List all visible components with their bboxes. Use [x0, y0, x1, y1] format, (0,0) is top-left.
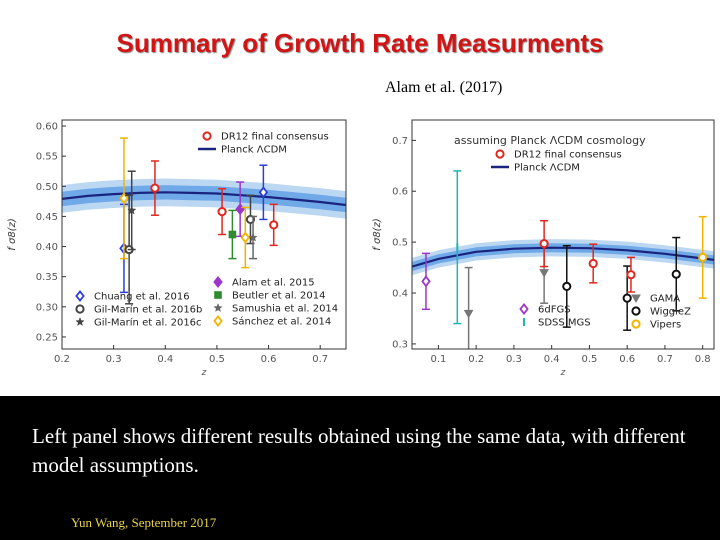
y-tick-label: 0.30 — [36, 302, 58, 313]
legend-bottom-right-marker — [213, 314, 223, 328]
slide-footer: Yun Wang, September 2017 — [71, 515, 217, 530]
legend-bottom-right-marker — [631, 294, 641, 304]
legend-bottom-right-label: Beutler et al. 2014 — [232, 291, 325, 302]
legend-bottom-right-marker — [213, 275, 223, 289]
x-tick-label: 0.5 — [581, 354, 597, 365]
data-point — [269, 220, 279, 230]
x-tick-label: 0.2 — [54, 354, 70, 365]
legend-bottom-left-marker — [523, 318, 525, 326]
legend-top-label: DR12 final consensus — [514, 150, 622, 161]
legend-bottom-left-marker — [75, 289, 85, 303]
legend-top-label: Planck ΛCDM — [514, 163, 580, 174]
y-tick-label: 0.4 — [392, 289, 408, 300]
data-point — [217, 207, 227, 217]
legend-bottom-left-label: Chuang et al. 2016 — [94, 292, 190, 303]
x-tick-label: 0.4 — [544, 354, 560, 365]
x-tick-label: 0.8 — [695, 354, 711, 365]
chart-annotation: assuming Planck ΛCDM cosmology — [454, 134, 646, 147]
y-tick-label: 0.25 — [36, 332, 58, 343]
data-point — [421, 275, 431, 288]
data-point — [539, 239, 549, 249]
model-line — [62, 191, 346, 207]
slide-title: Summary of Growth Rate Measurments — [116, 28, 604, 58]
data-point — [456, 243, 459, 252]
slide-caption: Left panel shows different results obtai… — [32, 424, 686, 477]
y-tick-label: 0.45 — [36, 212, 58, 223]
data-point — [150, 183, 160, 193]
plot-frame — [411, 119, 715, 350]
x-tick-label: 0.6 — [261, 354, 277, 365]
x-tick-label: 0.6 — [619, 354, 635, 365]
right-chart: 0.1 0.2 0.3 0.4 0.5 0.6 0.7 0.8 0.3 0.4 0.5 0.6 0.7 z… — [372, 119, 715, 378]
citation: Alam et al. (2017) — [385, 79, 503, 96]
data-point — [258, 186, 269, 199]
data-point — [622, 293, 632, 303]
y-tick-label: 0.3 — [392, 339, 408, 350]
legend-bottom-right-label: Vipers — [650, 320, 681, 331]
data-point — [671, 269, 681, 279]
plot-content — [412, 170, 714, 349]
x-tick-label: 0.3 — [106, 354, 122, 365]
legend-bottom-right-label: Alam et al. 2015 — [232, 278, 315, 289]
legend-bottom-left-label: SDSS MGS — [538, 318, 591, 329]
y-tick-label: 0.5 — [392, 238, 408, 249]
data-point — [119, 192, 129, 205]
model-band-1sigma — [62, 185, 346, 213]
left-chart: 0.2 0.3 0.4 0.5 0.6 0.7 0.25 0.30 0.35 0.40 0.45 0.… — [7, 119, 347, 378]
legend-bottom-right-label: Samushia et al. 2014 — [232, 304, 338, 315]
data-point — [626, 270, 636, 280]
y-tick-label: 0.6 — [392, 187, 408, 198]
legend-bottom-left-marker — [519, 302, 529, 316]
y-tick-label: 0.50 — [36, 182, 58, 193]
legend-bottom-right-label: Sánchez et al. 2014 — [232, 316, 331, 328]
data-point — [240, 231, 251, 244]
legend-top-marker — [202, 131, 212, 141]
data-point — [562, 281, 572, 292]
y-tick-label: 0.55 — [36, 152, 58, 163]
plot-area — [62, 120, 346, 349]
legend-top-label: DR12 final consensus — [221, 132, 329, 143]
y-tick-label: 0.35 — [36, 272, 58, 283]
x-axis-label: z — [201, 368, 207, 378]
legend-bottom-right-label: WiggleZ — [650, 307, 691, 318]
data-point — [698, 252, 708, 262]
legend-bottom-right-marker — [631, 319, 641, 329]
legend-bottom-right-marker — [631, 306, 641, 316]
plot-content — [62, 137, 346, 305]
title-bar — [0, 0, 720, 104]
x-axis-label: z — [560, 368, 566, 378]
data-point — [228, 230, 237, 239]
data-point — [588, 258, 598, 269]
x-tick-label: 0.7 — [657, 354, 673, 365]
y-tick-label: 0.60 — [36, 122, 58, 133]
plot-area — [412, 120, 714, 349]
data-point — [248, 232, 258, 242]
data-point — [539, 269, 549, 278]
legend-bottom-right-marker — [214, 291, 222, 299]
legend-bottom-left-marker — [75, 317, 85, 327]
model-line — [412, 246, 714, 268]
legend-bottom-right-marker — [213, 303, 223, 313]
x-tick-label: 0.3 — [506, 354, 522, 365]
x-tick-label: 0.4 — [157, 354, 173, 365]
x-tick-label: 0.7 — [312, 354, 328, 365]
y-axis-label: f σ8(z) — [372, 218, 383, 250]
legend-bottom-left-label: 6dFGS — [538, 305, 571, 316]
legend-bottom-left-label: Gil-Marín et al. 2016c — [94, 317, 202, 329]
legend-bottom-right-label: GAMA — [650, 294, 680, 305]
data-point — [463, 309, 474, 319]
legend-top-label: Planck ΛCDM — [221, 145, 287, 156]
plot-frame — [61, 119, 347, 350]
y-tick-label: 0.40 — [36, 242, 58, 253]
y-tick-label: 0.7 — [392, 136, 408, 147]
x-tick-label: 0.1 — [430, 354, 446, 365]
legend-bottom-left-label: Gil-Marín et al. 2016b — [94, 304, 202, 316]
data-point — [126, 205, 137, 215]
x-tick-label: 0.5 — [209, 354, 225, 365]
legend-bottom-left-marker — [75, 304, 85, 314]
x-tick-label: 0.2 — [468, 354, 484, 365]
legend-top-marker — [495, 149, 505, 159]
y-axis-label: f σ8(z) — [7, 218, 18, 250]
